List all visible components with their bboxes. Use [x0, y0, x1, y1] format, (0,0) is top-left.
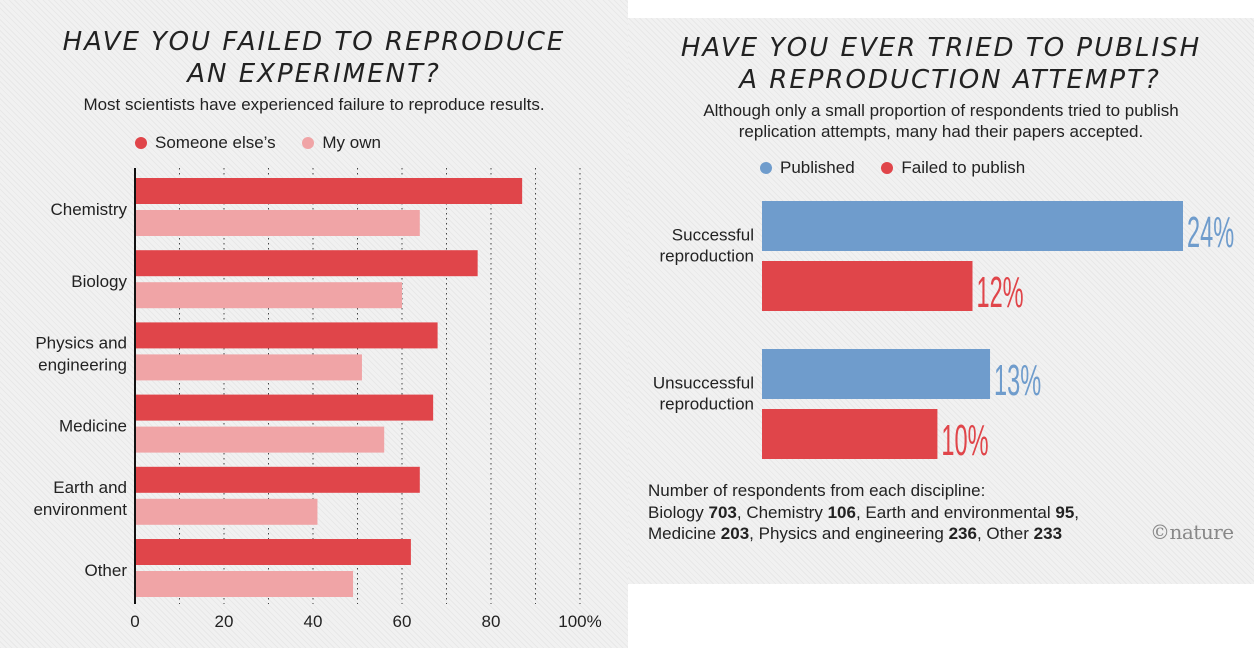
bar-my-own-other	[135, 571, 354, 597]
legend-item-someone-else: Someone else’s	[135, 133, 276, 153]
left-bar-chart: Chemistry Biology Physics and engineering Me…	[33, 168, 602, 631]
left-chart-subtitle: Most scientists have experienced failure…	[83, 95, 545, 114]
left-chart-title: HAVE YOU FAILED TO REPRODUCE AN EXPERIME…	[0, 26, 628, 90]
bar-my-own-biology	[135, 282, 402, 309]
bar-failed-to-publish-unsuccessful-reproduction	[762, 409, 938, 459]
bar-someone-else-s-other	[135, 539, 411, 565]
category-label-other: Other	[84, 561, 127, 580]
bar-my-own-physics-and-engineering	[135, 354, 362, 381]
right-chart-legend: Published Failed to publish	[760, 158, 1047, 178]
legend-swatch-my-own	[302, 137, 315, 149]
legend-label-failed-to-publish: Failed to publish	[901, 158, 1026, 177]
respondent-earth: Earth and environmental 95	[865, 502, 1075, 522]
legend-swatch-published	[760, 162, 772, 174]
respondents-footnote: Number of respondents from each discipli…	[648, 481, 1080, 543]
category-label-physics-and: Physics and	[35, 333, 127, 352]
respondent-biology: Biology 703	[648, 502, 737, 522]
bar-failed-to-publish-successful-reproduction	[762, 261, 973, 311]
respondent-chemistry: Chemistry 106	[746, 502, 856, 522]
legend-swatch-failed-to-publish	[881, 162, 894, 174]
category-label-medicine: Medicine	[59, 417, 127, 436]
category-label-unsuccessful: Unsuccessful	[653, 374, 754, 393]
bar-published-unsuccessful-reproduction	[762, 349, 991, 399]
bar-someone-else-s-biology	[135, 250, 478, 277]
category-label-biology: Biology	[71, 272, 127, 291]
x-tick-label-20: 20	[215, 612, 234, 631]
right-chart-subtitle: Although only a small proportion of resp…	[628, 100, 1254, 142]
respondent-physics: Physics and engineering 236	[758, 524, 977, 543]
bar-published-successful-reproduction	[762, 201, 1183, 251]
x-tick-label-60: 60	[393, 612, 412, 631]
category-label-reproduction: reproduction	[659, 247, 754, 266]
data-label-published-unsuccessful-reproduction: 13%	[994, 356, 1041, 405]
right-bar-chart: 24% 13% 12% 10% Successful reproduction Unsucc…	[653, 201, 1234, 465]
data-label-failed-to-publish-successful-reproduction: 12%	[977, 268, 1024, 317]
bar-someone-else-s-chemistry	[135, 178, 523, 204]
data-label-published-successful-reproduction: 24%	[1187, 208, 1234, 257]
left-title-line-1: HAVE YOU FAILED TO REPRODUCE	[62, 27, 566, 57]
right-subtitle-line-2: replication attempts, many had their pap…	[738, 122, 1144, 141]
nature-logo: ©nature	[1150, 520, 1234, 544]
x-tick-label-0: 0	[130, 612, 139, 631]
left-chart-panel: HAVE YOU FAILED TO REPRODUCE AN EXPERIME…	[0, 0, 628, 648]
legend-swatch-someone-else	[135, 137, 147, 149]
bar-someone-else-s-earth-and-environment	[135, 466, 420, 493]
data-label-failed-to-publish-unsuccessful-reproduction: 10%	[941, 416, 988, 465]
respondent-other: Other 233	[986, 524, 1063, 543]
category-label-engineering: engineering	[38, 355, 127, 374]
category-label-earth-and: Earth and	[53, 478, 127, 497]
respondent-medicine: Medicine 203	[648, 524, 750, 543]
bar-someone-else-s-medicine	[135, 394, 434, 421]
category-label-environment: environment	[33, 500, 127, 519]
bar-someone-else-s-physics-and-engineering	[135, 322, 438, 349]
left-title-line-2: AN EXPERIMENT?	[187, 59, 441, 89]
legend-item-my-own: My own	[302, 133, 381, 153]
x-tick-label-100: 100%	[558, 612, 601, 631]
x-tick-label-40: 40	[304, 612, 323, 631]
legend-label-published: Published	[780, 158, 855, 177]
right-title-line-2: A REPRODUCTION ATTEMPT?	[739, 65, 1161, 95]
category-label-reproduction: reproduction	[659, 395, 754, 414]
legend-label-my-own: My own	[322, 133, 381, 152]
bar-my-own-medicine	[135, 426, 385, 453]
right-subtitle-line-1: Although only a small proportion of resp…	[703, 101, 1179, 120]
right-title-line-1: HAVE YOU EVER TRIED TO PUBLISH	[680, 33, 1202, 63]
category-label-successful: Successful	[672, 226, 754, 245]
left-chart-legend: Someone else’s My own	[135, 133, 403, 153]
respondents-heading: Number of respondents from each discipli…	[648, 481, 986, 500]
bar-my-own-chemistry	[135, 210, 420, 236]
category-label-chemistry: Chemistry	[50, 200, 127, 219]
bar-my-own-earth-and-environment	[135, 498, 318, 525]
right-chart-title: HAVE YOU EVER TRIED TO PUBLISH A REPRODU…	[628, 32, 1254, 96]
x-tick-label-80: 80	[482, 612, 501, 631]
legend-item-published: Published	[760, 158, 855, 178]
legend-label-someone-else: Someone else’s	[155, 133, 276, 152]
right-chart-panel: HAVE YOU EVER TRIED TO PUBLISH A REPRODU…	[628, 18, 1254, 584]
legend-item-failed-to-publish: Failed to publish	[881, 158, 1025, 178]
